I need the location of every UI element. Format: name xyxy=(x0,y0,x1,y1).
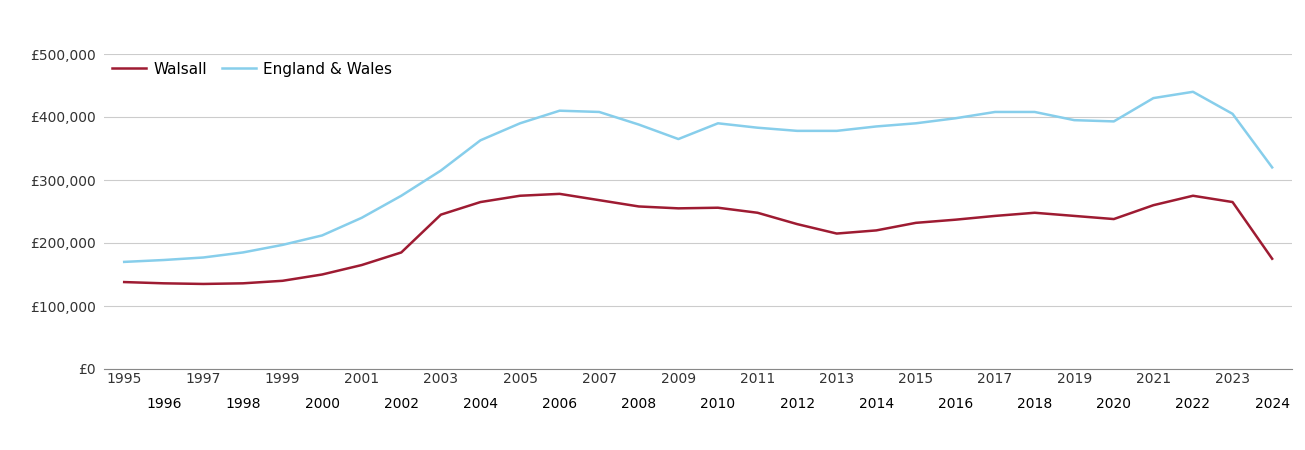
Walsall xyxy=(1185,193,1201,198)
England & Wales xyxy=(829,128,844,134)
Walsall xyxy=(275,278,291,284)
England & Wales xyxy=(275,242,291,248)
Walsall xyxy=(472,199,488,205)
Walsall xyxy=(790,221,805,227)
Walsall xyxy=(116,279,132,285)
England & Wales xyxy=(393,193,408,198)
England & Wales xyxy=(1224,111,1240,117)
England & Wales xyxy=(433,168,449,173)
England & Wales xyxy=(1265,165,1280,170)
England & Wales xyxy=(552,108,568,113)
England & Wales xyxy=(790,128,805,134)
Walsall xyxy=(354,262,369,268)
Walsall xyxy=(988,213,1004,219)
England & Wales xyxy=(1027,109,1043,115)
England & Wales xyxy=(988,109,1004,115)
Walsall xyxy=(1146,202,1161,208)
England & Wales xyxy=(1105,119,1121,124)
Line: Walsall: Walsall xyxy=(124,194,1272,284)
Walsall xyxy=(155,281,171,286)
England & Wales xyxy=(1066,117,1082,123)
England & Wales xyxy=(1185,89,1201,94)
Walsall xyxy=(433,212,449,217)
Line: England & Wales: England & Wales xyxy=(124,92,1272,262)
Walsall xyxy=(235,281,251,286)
Walsall xyxy=(1224,199,1240,205)
England & Wales xyxy=(116,259,132,265)
England & Wales xyxy=(1146,95,1161,101)
England & Wales xyxy=(155,257,171,263)
Walsall xyxy=(671,206,686,211)
England & Wales xyxy=(671,136,686,142)
Walsall xyxy=(710,205,726,211)
Walsall xyxy=(512,193,527,198)
Walsall xyxy=(749,210,765,216)
Walsall xyxy=(908,220,924,225)
England & Wales xyxy=(868,124,883,129)
England & Wales xyxy=(472,138,488,143)
Walsall xyxy=(868,228,883,233)
England & Wales xyxy=(710,121,726,126)
England & Wales xyxy=(354,215,369,220)
Walsall xyxy=(829,231,844,236)
Walsall xyxy=(1265,256,1280,261)
Walsall xyxy=(552,191,568,197)
England & Wales xyxy=(749,125,765,130)
England & Wales xyxy=(908,121,924,126)
England & Wales xyxy=(235,250,251,255)
Walsall xyxy=(315,272,330,277)
Walsall xyxy=(196,281,211,287)
Walsall xyxy=(393,250,408,255)
England & Wales xyxy=(632,122,647,127)
Walsall xyxy=(591,198,607,203)
England & Wales xyxy=(512,121,527,126)
England & Wales xyxy=(947,116,963,121)
Walsall xyxy=(1027,210,1043,216)
Walsall xyxy=(1105,216,1121,222)
Walsall xyxy=(632,204,647,209)
England & Wales xyxy=(591,109,607,115)
England & Wales xyxy=(315,233,330,238)
Legend: Walsall, England & Wales: Walsall, England & Wales xyxy=(112,62,393,76)
England & Wales xyxy=(196,255,211,260)
Walsall xyxy=(1066,213,1082,219)
Walsall xyxy=(947,217,963,222)
